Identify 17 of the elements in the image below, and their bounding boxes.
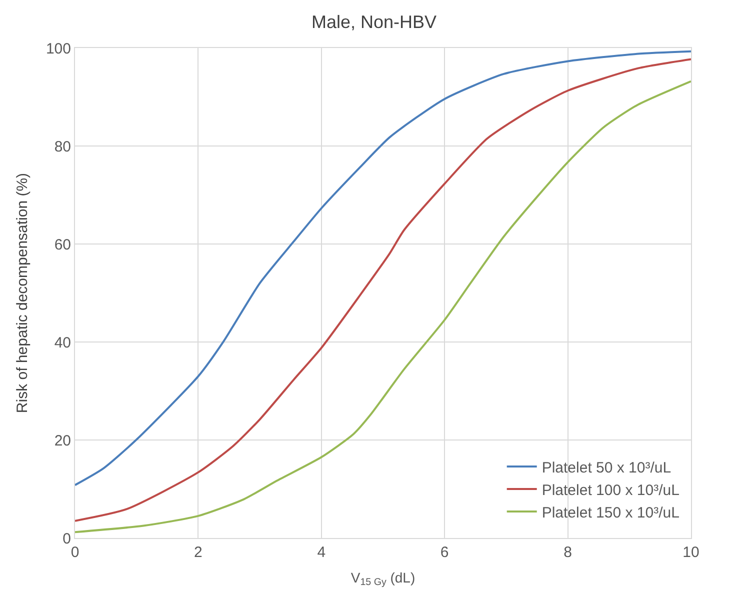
x-tick-label: 8: [564, 544, 572, 561]
x-tick-label: 2: [194, 544, 202, 561]
x-tick-label: 4: [317, 544, 326, 561]
y-tick-label: 80: [54, 138, 71, 156]
x-axis-title: V$_{15 Gy}$ (dL): [350, 569, 416, 588]
x-tick-label: 6: [440, 544, 449, 561]
legend-label: Platelet 150 x 10³/uL: [542, 504, 680, 522]
chart-title: Male, Non-HBV: [311, 12, 437, 32]
legend-label: Platelet 50 x 10³/uL: [542, 459, 672, 476]
y-tick-label: 20: [54, 432, 71, 450]
x-tick-label: 10: [682, 544, 700, 561]
legend-label: Platelet 100 x 10³/uL: [542, 482, 680, 499]
y-axis-title: Risk of hepatic decompensation (%): [14, 172, 32, 414]
y-tick-label: 40: [54, 334, 71, 352]
y-tick-label: 60: [54, 236, 71, 254]
y-tick-label: 100: [46, 40, 71, 58]
y-tick-label: 0: [62, 530, 71, 548]
